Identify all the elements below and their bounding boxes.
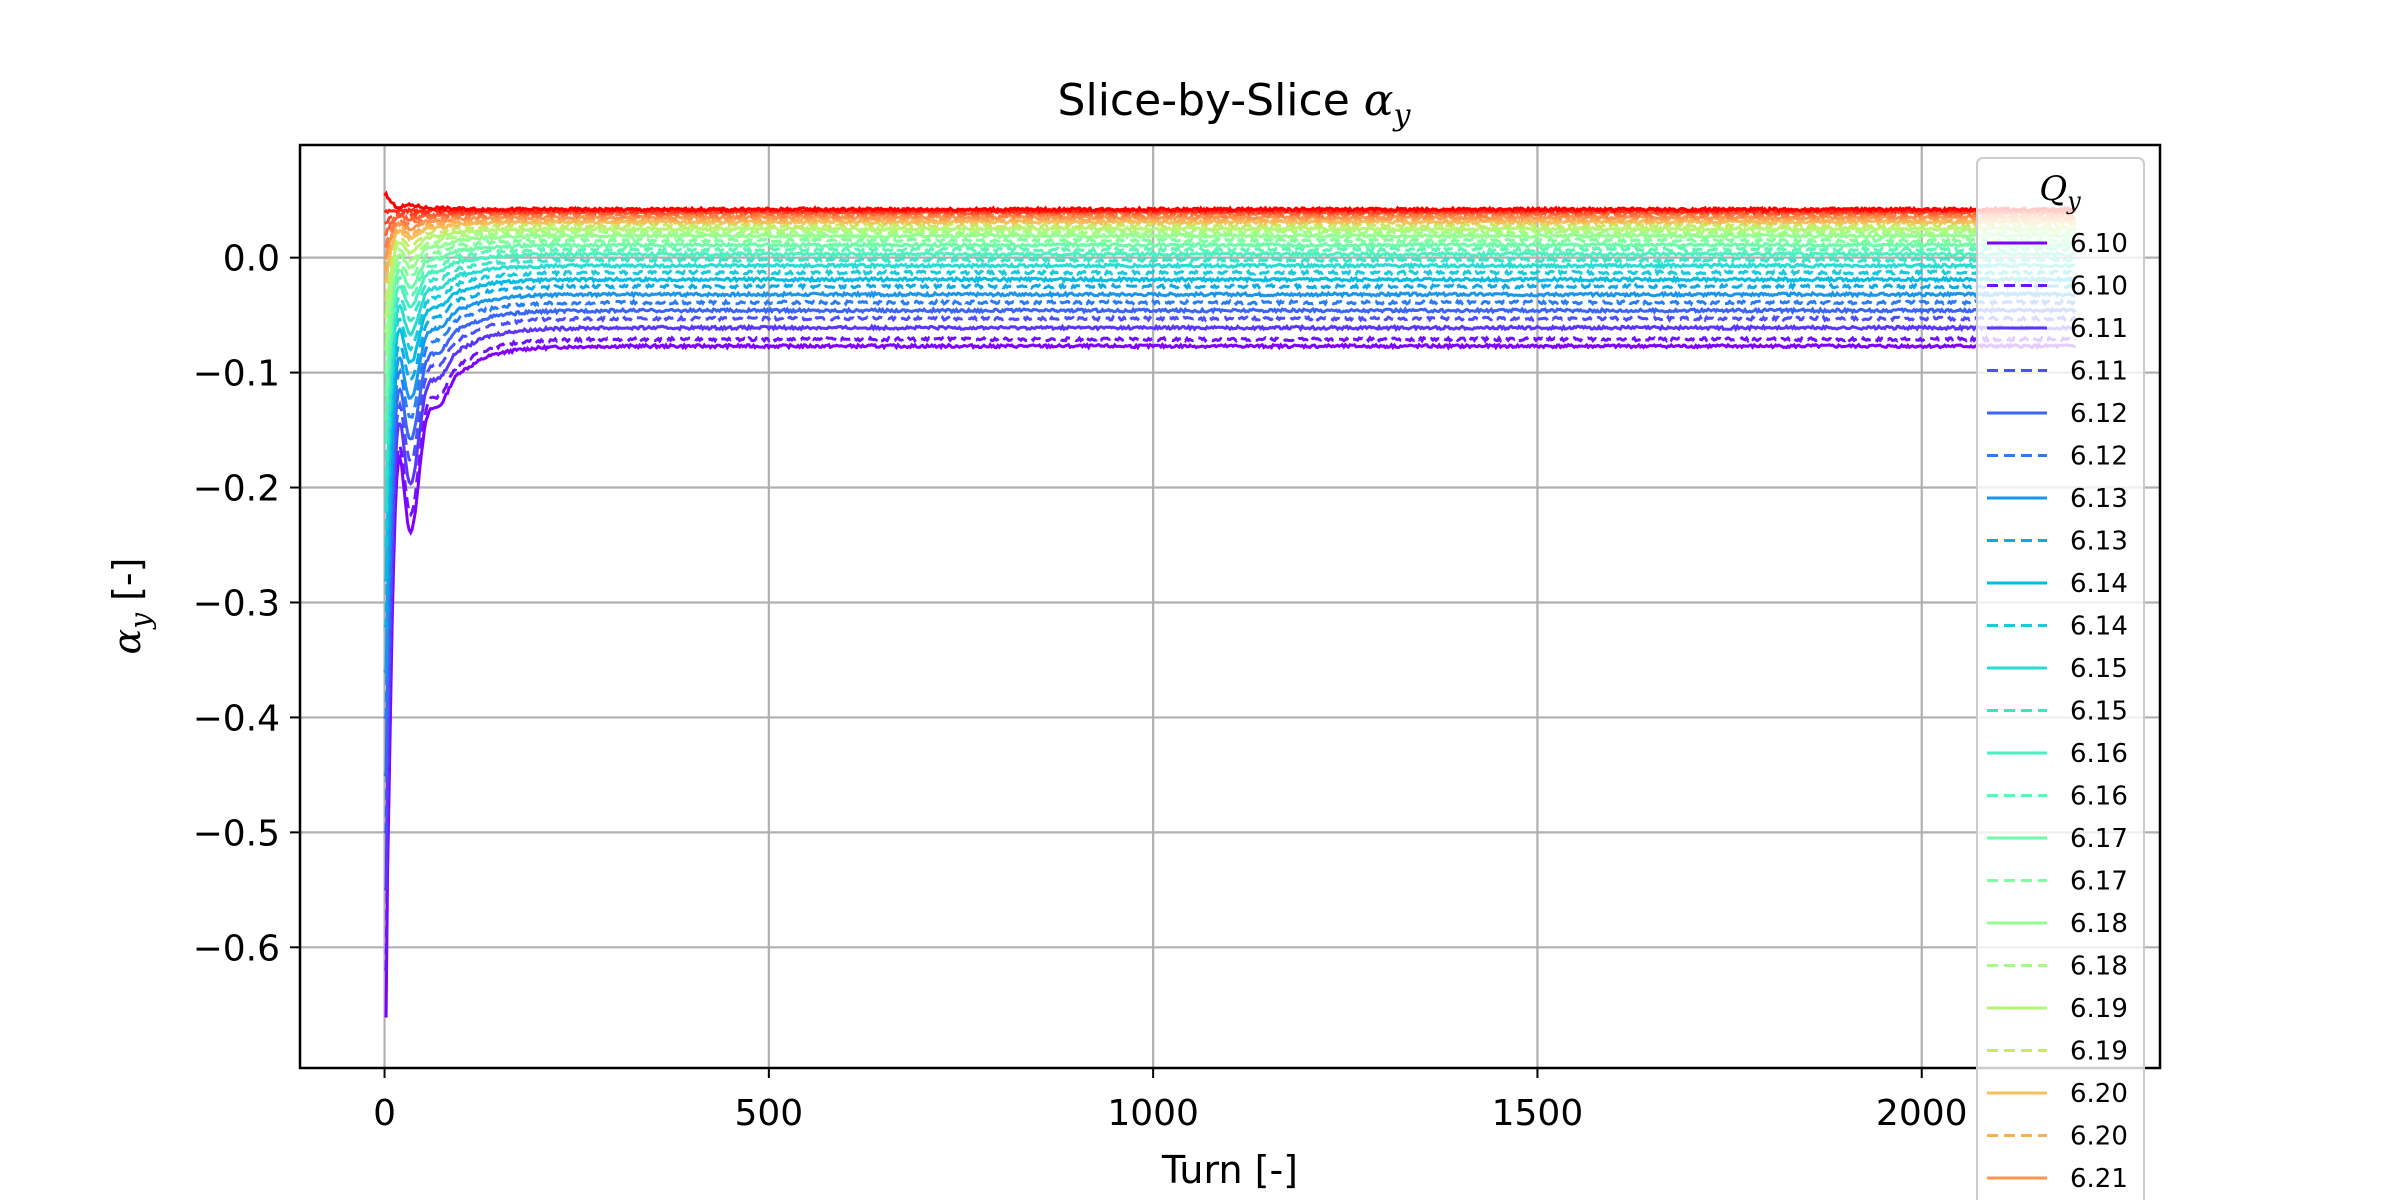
series-line (383, 190, 2076, 214)
series-line (383, 298, 2076, 720)
legend-label: 6.13 (2070, 527, 2128, 557)
x-tick-label: 2000 (1876, 1093, 1968, 1134)
y-axis-label: αy [-] (105, 558, 157, 655)
y-tick-label: −0.6 (193, 928, 280, 969)
x-axis-label: Turn [-] (1161, 1148, 1298, 1192)
legend: Qy 6.106.106.116.116.126.126.136.136.146… (1976, 157, 2145, 1204)
legend-label: 6.20 (2070, 1122, 2128, 1152)
series-line (384, 240, 2077, 397)
x-tick-label: 0 (373, 1093, 396, 1134)
series-line (384, 221, 2076, 301)
legend-label: 6.12 (2070, 442, 2128, 472)
series-line (383, 224, 2077, 319)
legend-label: 6.21 (2070, 1164, 2128, 1194)
legend-label: 6.14 (2070, 612, 2128, 642)
series-line (384, 217, 2077, 284)
legend-entries: 6.10 6.10 6.11 6.11 6.12 6.12 6.13 6.13 6.14 6.14… (1987, 229, 2128, 1194)
x-axis-ticks: 0 500 1000 1500 2000 (373, 1068, 1968, 1134)
y-tick-label: 0.0 (223, 239, 280, 280)
legend-label: 6.19 (2070, 1037, 2128, 1067)
series-line (383, 274, 2076, 584)
y-tick-label: −0.5 (193, 813, 280, 854)
series-lines (383, 190, 2077, 1018)
series-line (383, 255, 2076, 479)
legend-label: 6.15 (2070, 654, 2128, 684)
chart-title: Slice-by-Slice αy (1058, 75, 1412, 133)
legend-label: 6.18 (2070, 952, 2128, 982)
legend-label: 6.11 (2070, 357, 2128, 387)
legend-label: 6.17 (2070, 867, 2128, 897)
series-line (383, 245, 2077, 421)
y-tick-label: −0.1 (193, 354, 280, 395)
series-line (383, 306, 2077, 777)
series-line (383, 268, 2077, 548)
legend-label: 6.20 (2070, 1079, 2128, 1109)
series-line (384, 261, 2077, 513)
y-tick-label: −0.4 (193, 698, 280, 739)
series-line (383, 231, 2076, 351)
y-tick-label: −0.3 (193, 583, 280, 624)
legend-label: 6.12 (2070, 399, 2128, 429)
legend-label: 6.16 (2070, 739, 2128, 769)
legend-label: 6.15 (2070, 697, 2128, 727)
legend-box (1976, 157, 2145, 1204)
legend-label: 6.17 (2070, 824, 2128, 854)
legend-title: Qy (2039, 169, 2081, 215)
series-line (383, 227, 2077, 334)
series-line (384, 341, 2076, 1018)
series-line (383, 212, 2076, 261)
series-line (384, 235, 2077, 374)
x-tick-label: 1500 (1492, 1093, 1584, 1134)
series-line (383, 282, 2077, 631)
series-line (384, 334, 2077, 972)
legend-label: 6.16 (2070, 782, 2128, 812)
y-tick-label: −0.2 (193, 469, 280, 510)
series-line (383, 314, 2077, 834)
plot-frame (298, 143, 2162, 1070)
legend-label: 6.18 (2070, 909, 2128, 939)
x-tick-label: 500 (734, 1093, 803, 1134)
legend-label: 6.10 (2070, 272, 2128, 302)
series-line (383, 249, 2077, 444)
series-line (384, 208, 2076, 236)
x-tick-label: 1000 (1107, 1093, 1199, 1134)
legend-label: 6.11 (2070, 314, 2128, 344)
legend-label: 6.10 (2070, 229, 2128, 259)
y-axis-ticks: 0.0 −0.1 −0.2 −0.3 −0.4 −0.5 −0.6 (193, 239, 300, 969)
legend-label: 6.14 (2070, 569, 2128, 599)
series-line (383, 323, 2076, 892)
series-line (383, 289, 2077, 678)
legend-label: 6.13 (2070, 484, 2128, 514)
legend-label: 6.19 (2070, 994, 2128, 1024)
